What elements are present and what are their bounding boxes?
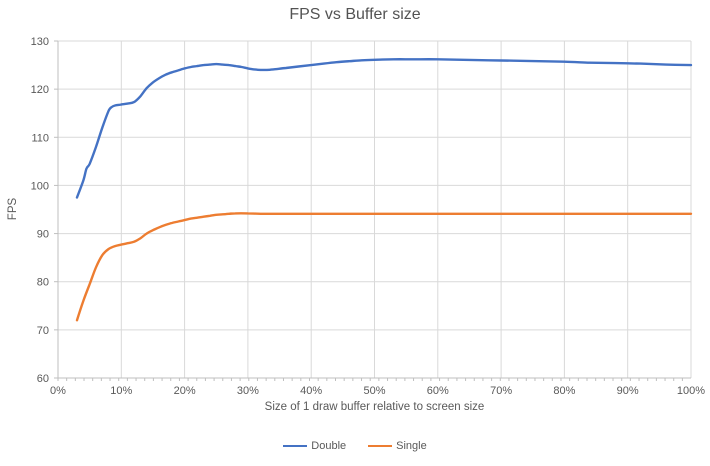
y-tick-label: 100 (31, 180, 49, 192)
x-tick-label: 90% (617, 385, 639, 397)
x-tick-label: 0% (50, 385, 66, 397)
x-tick-label: 80% (553, 385, 575, 397)
x-tick-label: 100% (677, 385, 705, 397)
y-tick-label: 110 (31, 132, 49, 144)
y-tick-label: 120 (31, 84, 49, 96)
legend-swatch-double (283, 444, 308, 448)
legend-item-single: Single (368, 440, 427, 452)
x-tick-label: 20% (174, 385, 196, 397)
x-tick-label: 70% (490, 385, 512, 397)
legend: Double Single (0, 440, 710, 452)
y-tick-label: 80 (37, 277, 49, 289)
series-line-double (75, 58, 693, 199)
series-line-single (75, 212, 693, 322)
y-tick-label: 60 (37, 373, 49, 385)
x-tick-label: 40% (300, 385, 322, 397)
x-tick-label: 30% (237, 385, 259, 397)
chart-title: FPS vs Buffer size (289, 6, 421, 23)
x-axis-title: Size of 1 draw buffer relative to screen… (264, 401, 485, 413)
y-axis-title: FPS (7, 197, 19, 221)
legend-swatch-single (368, 444, 393, 448)
x-tick-label: 50% (363, 385, 385, 397)
x-tick-label: 60% (427, 385, 449, 397)
legend-item-double: Double (283, 440, 346, 452)
y-tick-label: 90 (37, 229, 49, 241)
legend-label: Single (396, 440, 427, 452)
y-tick-label: 70 (37, 325, 49, 337)
legend-label: Double (311, 440, 347, 452)
x-tick-label: 10% (110, 385, 132, 397)
y-tick-label: 130 (31, 36, 49, 48)
